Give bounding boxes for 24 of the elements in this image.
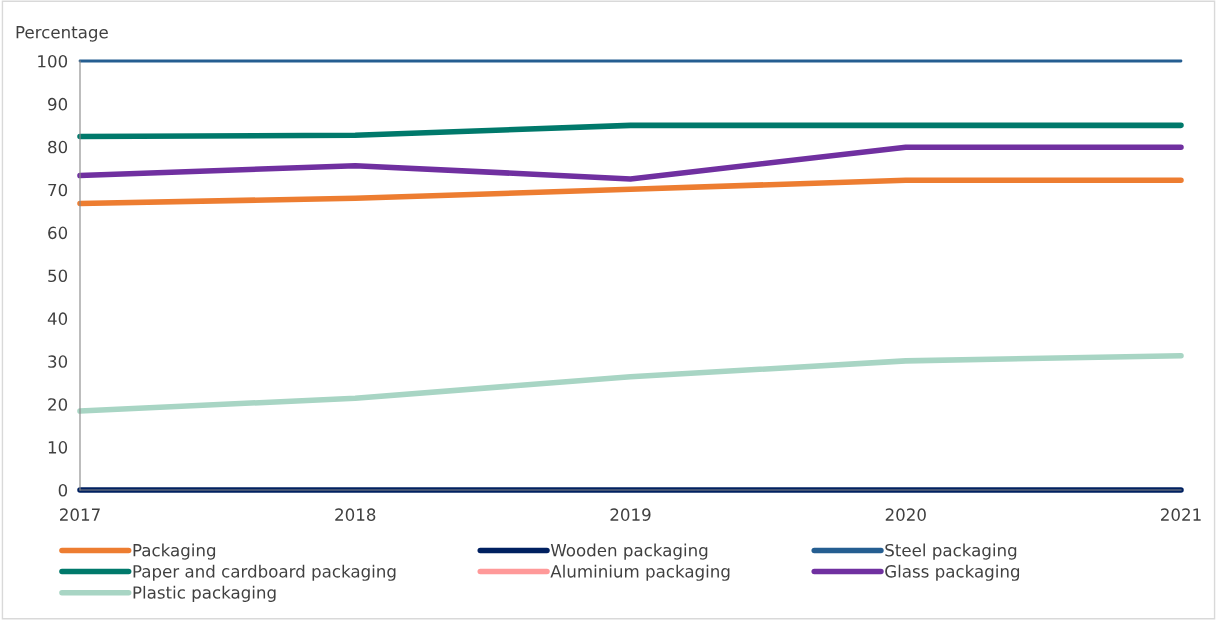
y-tick-label: 60	[48, 226, 68, 240]
x-tick-label: 2018	[335, 508, 376, 521]
y-tick-label: 50	[48, 269, 68, 283]
legend-label: Glass packaging	[885, 564, 1020, 581]
y-tick-label: 0	[58, 483, 68, 497]
x-tick-label: 2021	[1161, 508, 1201, 521]
legend-label: Wooden packaging	[550, 543, 708, 560]
y-tick-label: 100	[38, 54, 68, 68]
x-tick-label: 2020	[885, 508, 926, 521]
y-tick-label: 10	[48, 441, 68, 454]
y-tick-label: 20	[48, 398, 68, 411]
legend-label: Steel packaging	[885, 543, 1017, 560]
y-tick-label: 80	[48, 140, 68, 154]
y-tick-label: 30	[48, 355, 68, 368]
y-tick-label: 70	[48, 183, 68, 197]
legend-label: Plastic packaging	[133, 585, 276, 602]
y-tick-label: 40	[47, 312, 68, 325]
x-tick-label: 2019	[610, 508, 651, 521]
x-tick-label: 2017	[60, 508, 100, 521]
legend-label: Aluminium packaging	[550, 564, 730, 581]
legend-label: Paper and cardboard packaging	[133, 564, 396, 581]
y-tick-label: 90	[48, 97, 68, 111]
y-axis-title: Percentage	[16, 26, 108, 42]
legend-label: Packaging	[133, 543, 216, 560]
